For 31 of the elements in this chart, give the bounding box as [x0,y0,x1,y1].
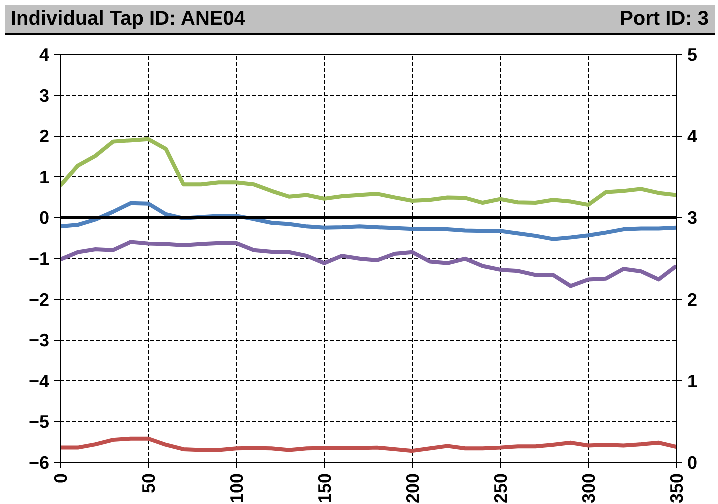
y2-tick-label: 0 [688,453,698,473]
y2-tick-label: 2 [688,290,698,310]
y-tick-label: 4 [39,45,50,65]
title: Individual Tap ID: ANE04 [11,6,246,32]
line-series [60,436,676,454]
x-tick-label: 350 [667,473,687,504]
y-tick-label: 3 [39,86,50,106]
y-tick-label: −5 [28,412,50,432]
y-tick-label: −4 [28,371,50,392]
x-tick-label: 0 [51,473,71,484]
line-series [60,240,676,288]
y-tick-label: 2 [39,126,50,147]
y-tick-label: −6 [28,453,50,473]
y2-tick-label: 5 [688,45,698,65]
x-tick-label: 200 [403,473,423,504]
line-series [60,137,676,208]
x-tick-label: 300 [579,473,599,504]
y2-tick-label: 3 [688,208,698,228]
y-tick-label: 1 [39,167,50,188]
line-series [60,201,676,242]
y2-tick-label: 1 [688,371,698,392]
y2-tick-label: 4 [688,126,698,147]
x-tick-label: 250 [491,473,511,504]
x-tick-label: 100 [227,473,247,504]
annotation: Port ID: 3 [620,6,709,32]
y-tick-label: −3 [28,330,50,351]
y-tick-label: −1 [28,249,50,269]
y-tick-label: 0 [39,208,50,228]
x-tick-label: 50 [139,473,159,494]
y-tick-label: −2 [28,290,50,310]
x-tick-label: 150 [315,473,335,504]
